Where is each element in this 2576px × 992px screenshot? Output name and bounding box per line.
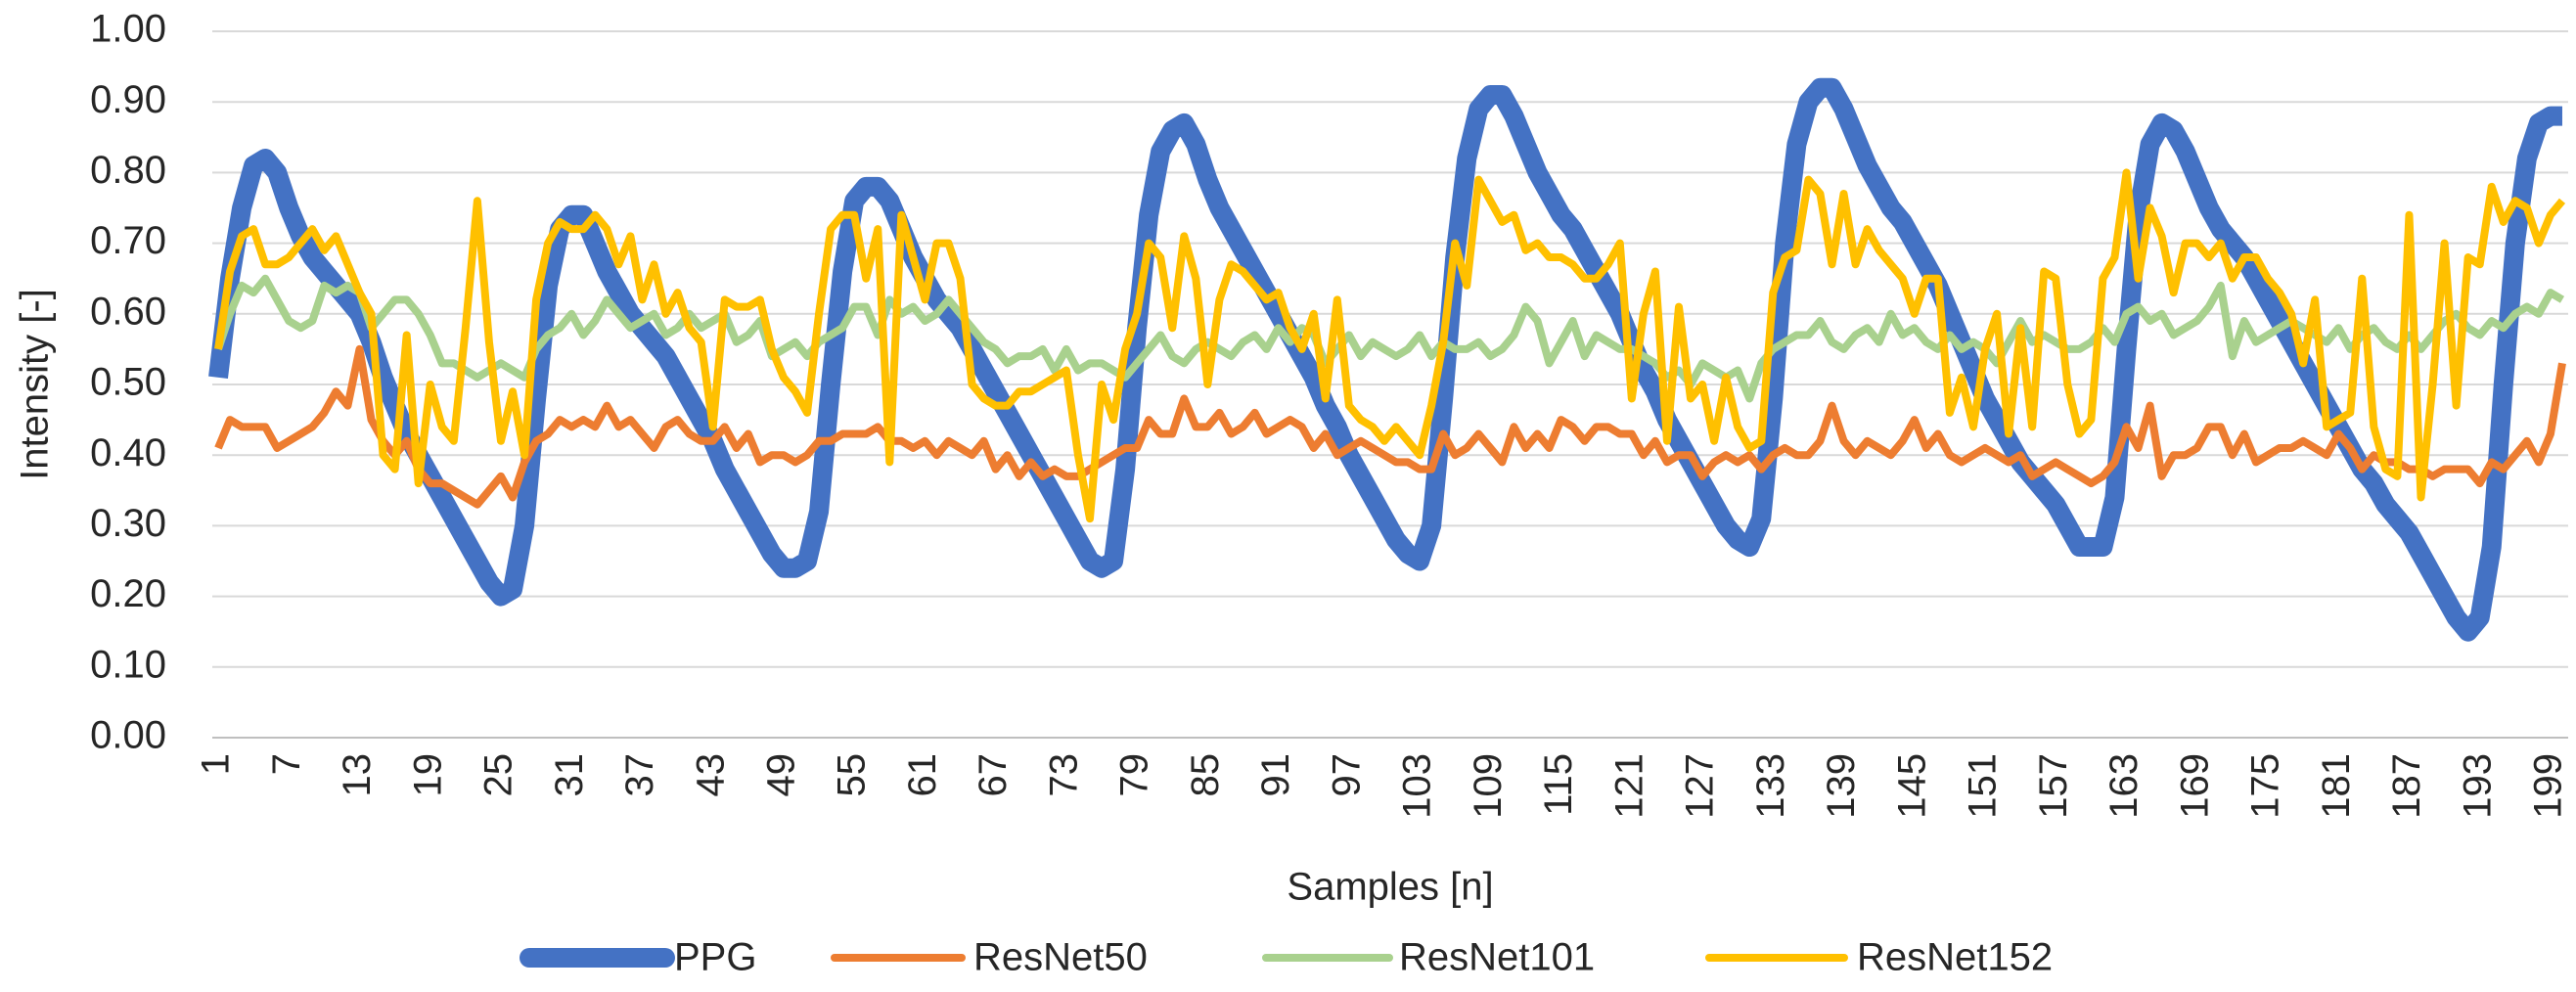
x-tick-label: 139 — [1820, 753, 1863, 819]
x-tick-label: 1 — [195, 753, 238, 775]
x-tick-label: 187 — [2385, 753, 2428, 819]
x-tick-label: 193 — [2456, 753, 2499, 819]
y-tick-label: 0.80 — [90, 149, 166, 192]
x-tick-label: 7 — [265, 753, 308, 775]
y-tick-label: 0.20 — [90, 572, 166, 615]
x-tick-label: 31 — [548, 753, 591, 797]
legend-label: PPG — [674, 936, 756, 979]
x-tick-label: 61 — [901, 753, 944, 797]
x-tick-label: 97 — [1325, 753, 1368, 797]
x-tick-label: 163 — [2102, 753, 2146, 819]
x-tick-label: 103 — [1396, 753, 1439, 819]
x-tick-label: 115 — [1537, 753, 1580, 816]
x-tick-label: 67 — [972, 753, 1015, 797]
series-line — [214, 274, 2565, 403]
x-tick-label: 145 — [1890, 753, 1933, 819]
y-axis-title: Intensity [-] — [14, 289, 57, 480]
series-line — [214, 168, 2566, 523]
x-tick-label: 79 — [1113, 753, 1156, 797]
x-tick-label: 55 — [831, 753, 874, 797]
y-tick-label: 0.70 — [90, 219, 166, 262]
x-tick-label: 133 — [1749, 753, 1792, 819]
x-tick-label: 151 — [1962, 753, 2005, 819]
x-tick-label: 157 — [2032, 753, 2075, 819]
y-tick-label: 1.00 — [90, 8, 166, 51]
x-tick-label: 85 — [1184, 753, 1227, 797]
y-tick-label: 0.40 — [90, 431, 166, 474]
legend-label: ResNet50 — [973, 936, 1148, 979]
x-tick-label: 37 — [618, 753, 661, 797]
y-tick-label: 0.10 — [90, 643, 166, 686]
x-tick-label: 25 — [477, 753, 520, 797]
x-tick-label: 109 — [1467, 753, 1510, 819]
x-tick-label: 121 — [1607, 753, 1650, 819]
x-tick-label: 181 — [2315, 753, 2358, 819]
y-tick-label: 0.00 — [90, 714, 166, 757]
x-tick-label: 13 — [336, 753, 379, 797]
x-tick-label: 169 — [2173, 753, 2216, 819]
x-axis-title: Samples [n] — [1287, 866, 1493, 909]
y-tick-label: 0.60 — [90, 290, 166, 333]
y-tick-label: 0.50 — [90, 361, 166, 404]
x-tick-label: 19 — [406, 753, 449, 797]
legend-label: ResNet101 — [1399, 936, 1595, 979]
x-tick-label: 49 — [760, 753, 803, 797]
series-line — [208, 77, 2562, 642]
y-tick-label: 0.90 — [90, 78, 166, 121]
legend-label: ResNet152 — [1857, 936, 2053, 979]
x-tick-label: 199 — [2527, 753, 2570, 819]
x-tick-label: 127 — [1679, 753, 1722, 819]
series-line — [214, 344, 2566, 509]
x-tick-label: 43 — [689, 753, 732, 797]
x-tick-label: 91 — [1254, 753, 1297, 797]
x-tick-label: 175 — [2244, 753, 2287, 819]
y-tick-label: 0.30 — [90, 502, 166, 545]
x-tick-label: 73 — [1042, 753, 1085, 797]
